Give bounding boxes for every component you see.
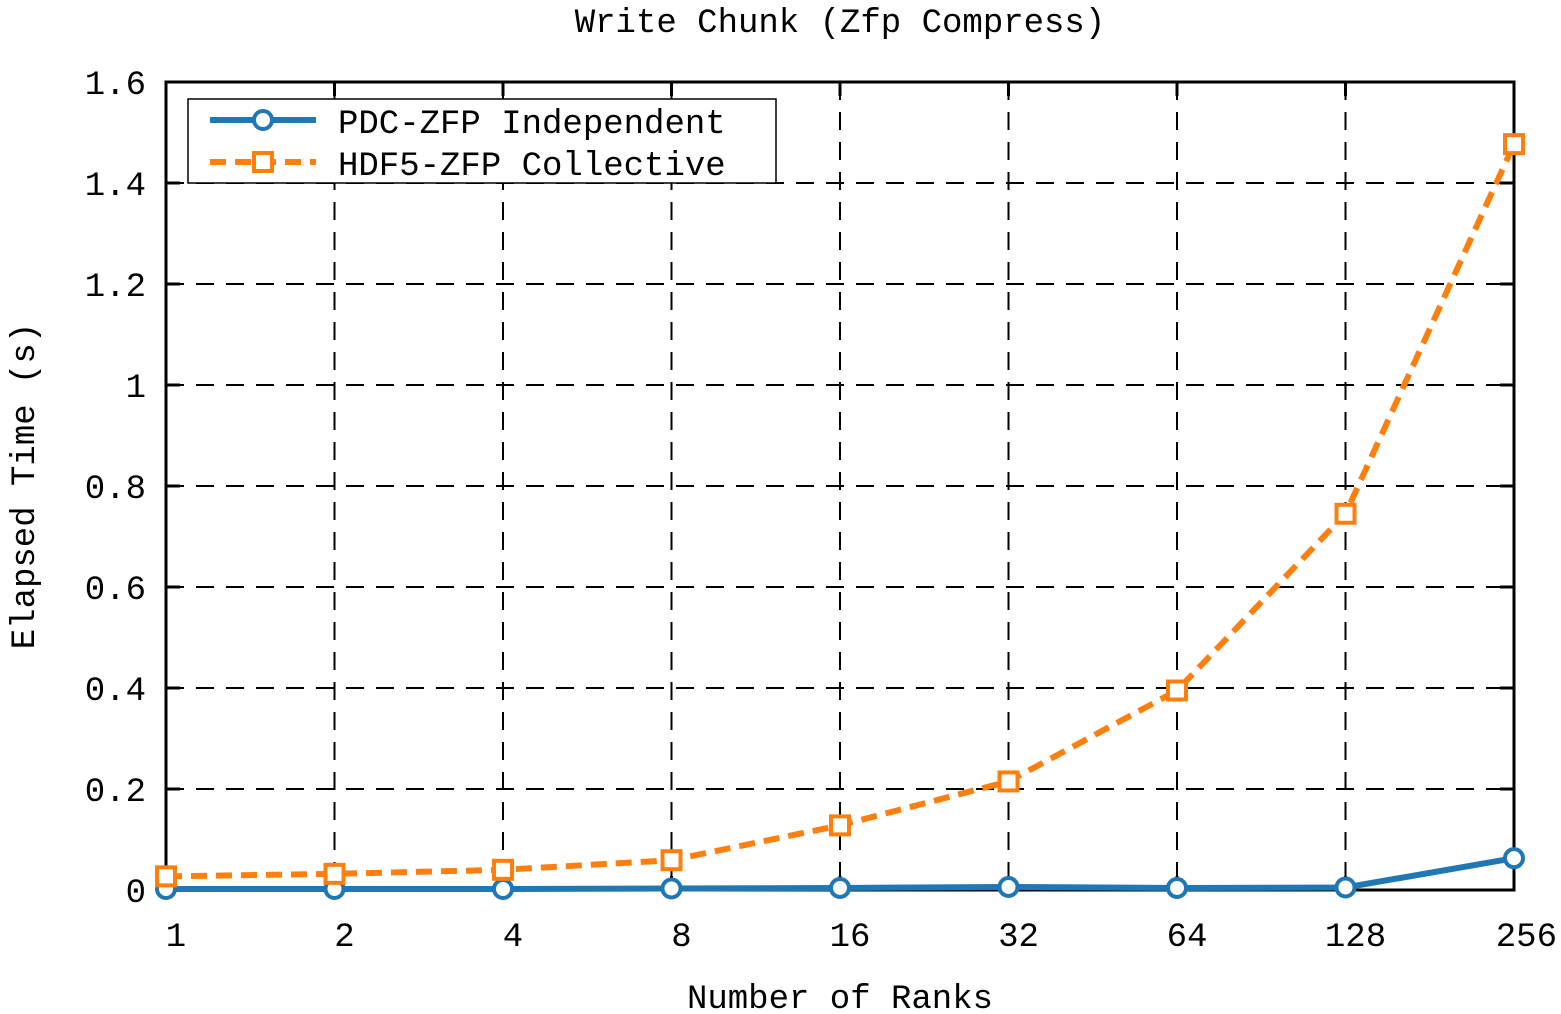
data-point bbox=[660, 877, 683, 900]
data-point bbox=[155, 865, 177, 888]
y-tick-label: 1 bbox=[126, 370, 146, 408]
data-point bbox=[1334, 876, 1357, 899]
y-tick-label: 0 bbox=[126, 875, 146, 913]
legend-marker-pdc-zfp-independent bbox=[252, 109, 274, 131]
chart-title: Write Chunk (Zfp Compress) bbox=[575, 5, 1106, 43]
data-point bbox=[829, 814, 851, 837]
data-point bbox=[323, 862, 346, 885]
legend: PDC-ZFP Independent HDF5-ZFP Collective bbox=[187, 98, 777, 186]
data-point bbox=[829, 876, 851, 899]
data-point bbox=[492, 858, 514, 881]
y-tick-label: 1.4 bbox=[85, 168, 146, 206]
x-axis-ticks: 1 2 4 8 16 32 64 128 256 bbox=[164, 82, 1557, 957]
grid bbox=[166, 82, 1514, 890]
y-tick-label: 0.2 bbox=[85, 774, 146, 812]
data-point bbox=[1503, 133, 1525, 156]
x-tick-label: 32 bbox=[998, 919, 1039, 957]
data-point bbox=[1503, 847, 1525, 870]
y-tick-label: 0.4 bbox=[85, 673, 146, 711]
x-tick-label: 128 bbox=[1325, 919, 1386, 957]
y-tick-label: 0.8 bbox=[85, 471, 146, 509]
x-axis-label: Number of Ranks bbox=[687, 981, 993, 1014]
data-point bbox=[1166, 876, 1188, 899]
data-point bbox=[997, 770, 1020, 793]
y-axis-ticks: 0 0.2 0.4 0.6 0.8 1 1.2 1.4 1.6 bbox=[85, 67, 1514, 913]
legend-label-hdf5-zfp-collective: HDF5-ZFP Collective bbox=[338, 148, 726, 186]
x-tick-label: 64 bbox=[1167, 919, 1208, 957]
x-tick-label: 8 bbox=[671, 919, 691, 957]
series-hdf5-zfp-collective bbox=[155, 133, 1525, 888]
x-tick-label: 1 bbox=[166, 919, 186, 957]
y-tick-label: 1.2 bbox=[85, 269, 146, 307]
data-point bbox=[660, 849, 683, 872]
legend-marker-hdf5-zfp-collective bbox=[252, 151, 274, 173]
data-point bbox=[492, 877, 514, 900]
data-point bbox=[1334, 502, 1357, 525]
data-point bbox=[1166, 679, 1188, 702]
y-tick-label: 1.6 bbox=[85, 67, 146, 105]
x-tick-label: 4 bbox=[503, 919, 523, 957]
y-tick-label: 0.6 bbox=[85, 572, 146, 610]
legend-label-pdc-zfp-independent: PDC-ZFP Independent bbox=[338, 106, 726, 144]
x-tick-label: 2 bbox=[334, 919, 354, 957]
legend-box bbox=[187, 98, 777, 184]
y-axis-label: Elapsed Time (s) bbox=[7, 323, 45, 649]
x-tick-label: 256 bbox=[1496, 919, 1557, 957]
series-layer bbox=[155, 133, 1525, 900]
data-point bbox=[997, 875, 1020, 898]
x-tick-label: 16 bbox=[830, 919, 871, 957]
